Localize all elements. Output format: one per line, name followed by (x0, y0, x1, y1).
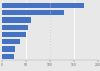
Bar (2, 46, 15, 52)
Bar (2, 25, 28, 30)
Bar (2, 3, 84, 8)
Bar (2, 54, 14, 59)
Bar (2, 17, 31, 23)
Bar (2, 32, 26, 37)
Bar (2, 10, 64, 15)
Bar (2, 39, 20, 44)
